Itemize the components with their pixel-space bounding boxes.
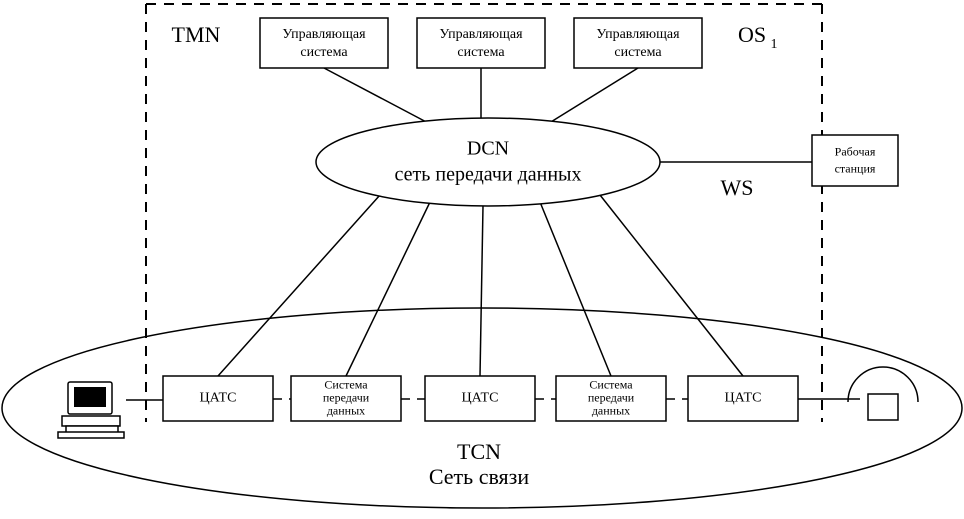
mgmt-box-0 bbox=[260, 18, 388, 68]
tmn-label: TMN bbox=[172, 22, 221, 47]
dcn-line2: сеть передачи данных bbox=[395, 164, 582, 186]
connector-bottom-0 bbox=[218, 195, 380, 376]
bottom-box-3-l3: данных bbox=[592, 403, 630, 417]
mgmt-box-0-l2: система bbox=[300, 45, 348, 60]
bottom-box-4-l1: ЦАТС bbox=[725, 391, 762, 406]
connector-bottom-3 bbox=[540, 202, 611, 376]
dcn-line1: DCN bbox=[467, 138, 509, 160]
bottom-box-1-l1: Система bbox=[324, 377, 368, 391]
svg-text:OS: OS bbox=[738, 22, 766, 47]
bottom-box-3-l1: Система bbox=[589, 377, 633, 391]
mgmt-box-1 bbox=[417, 18, 545, 68]
svg-text:1: 1 bbox=[771, 37, 778, 52]
connector-bottom-1 bbox=[346, 202, 430, 376]
ws-box-l2: станция bbox=[835, 161, 876, 175]
mgmt-box-2-l2: система bbox=[614, 45, 662, 60]
mgmt-box-1-l1: Управляющая bbox=[439, 27, 523, 42]
connector-bottom-4 bbox=[600, 195, 743, 376]
computer-icon bbox=[58, 382, 124, 438]
mgmt-box-1-l2: система bbox=[457, 45, 505, 60]
os-label: OS 1 bbox=[738, 22, 778, 52]
bottom-box-3-l2: передачи bbox=[588, 390, 635, 404]
bottom-box-2-l1: ЦАТС bbox=[462, 391, 499, 406]
tcn-sub-label: Сеть связи bbox=[429, 464, 530, 489]
ws-box-l1: Рабочая bbox=[835, 144, 876, 158]
mgmt-box-2 bbox=[574, 18, 702, 68]
connector-top-2 bbox=[546, 68, 638, 125]
tcn-label: TCN bbox=[457, 439, 501, 464]
bottom-box-1-l3: данных bbox=[327, 403, 365, 417]
phone-icon bbox=[848, 367, 918, 420]
mgmt-box-2-l1: Управляющая bbox=[596, 27, 680, 42]
connector-bottom-2 bbox=[480, 206, 483, 376]
bottom-box-1-l2: передачи bbox=[323, 390, 370, 404]
dcn-ellipse bbox=[316, 118, 660, 206]
connector-top-0 bbox=[324, 68, 432, 125]
ws-label: WS bbox=[721, 175, 754, 200]
bottom-box-0-l1: ЦАТС bbox=[200, 391, 237, 406]
mgmt-box-0-l1: Управляющая bbox=[282, 27, 366, 42]
